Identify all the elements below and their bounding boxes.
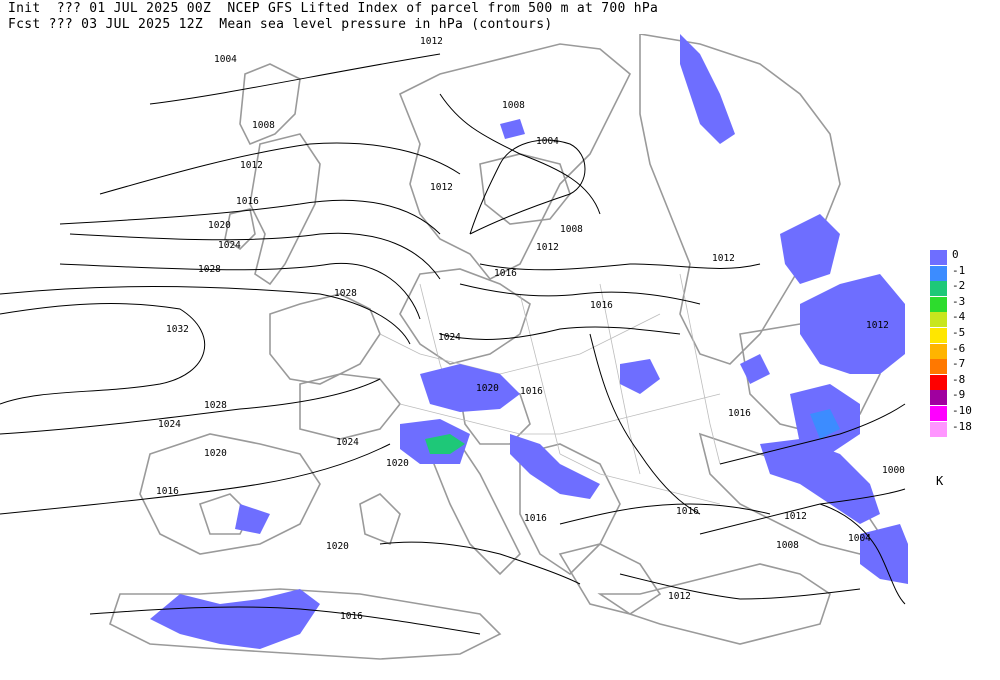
- isobar-label: 1016: [676, 506, 699, 517]
- isobar-label: 1016: [236, 196, 259, 207]
- isobar-label: 1016: [728, 408, 751, 419]
- isobar-label: 1012: [240, 160, 263, 171]
- isobar-label: 1012: [712, 253, 735, 264]
- isobar-label: 1020: [386, 458, 409, 469]
- isobar-label: 1016: [590, 300, 613, 311]
- isobar-label: 1000: [882, 465, 905, 476]
- isobar-label: 1004: [536, 136, 559, 147]
- legend-units: K: [936, 474, 944, 488]
- legend-label: -6: [952, 341, 966, 355]
- lifted-index-shading-green: [425, 434, 465, 454]
- isobar-label: 1020: [208, 220, 231, 231]
- isobar-label: 1024: [218, 240, 241, 251]
- isobar-label: 1004: [848, 533, 871, 544]
- legend-row: -9: [930, 388, 1000, 406]
- isobar-label: 1020: [476, 383, 499, 394]
- isobar-label: 1008: [560, 224, 583, 235]
- isobar-label: 1008: [252, 120, 275, 131]
- isobar-label: 1016: [520, 386, 543, 397]
- legend-row: 0: [930, 248, 1000, 265]
- isobar-label: 1012: [420, 36, 443, 47]
- isobar-label: 1024: [336, 437, 359, 448]
- legend-swatch: [930, 296, 947, 312]
- legend-row: -2: [930, 279, 1000, 297]
- isobar-label: 1012: [430, 182, 453, 193]
- isobar-label: 1028: [334, 288, 357, 299]
- legend-swatch: [930, 359, 947, 375]
- legend-row: -10: [930, 403, 1000, 421]
- weather-map: 1012 1004 1008 1012 1016 1020 1024 1028 …: [0, 34, 908, 660]
- legend-swatch: [930, 250, 947, 265]
- legend-swatch: [930, 390, 947, 406]
- isobars: [0, 53, 906, 635]
- legend-swatch: [930, 265, 947, 281]
- isobar-labels: 1012 1004 1008 1012 1016 1020 1024 1028 …: [156, 36, 905, 622]
- legend-row: -6: [930, 341, 1000, 359]
- title-forecast-line: Fcst ??? 03 JUL 2025 12Z Mean sea level …: [8, 17, 553, 32]
- legend-swatch: [930, 421, 947, 437]
- legend-swatch: [930, 374, 947, 390]
- legend-row: -18: [930, 419, 1000, 437]
- legend-row: -8: [930, 372, 1000, 390]
- legend-row: -3: [930, 294, 1000, 312]
- legend-row: -1: [930, 263, 1000, 281]
- legend-swatch: [930, 281, 947, 297]
- isobar-label: 1016: [340, 611, 363, 622]
- isobar-label: 1020: [326, 541, 349, 552]
- legend-label: -3: [952, 294, 966, 308]
- legend-row: -7: [930, 357, 1000, 375]
- isobar-label: 1004: [214, 54, 237, 65]
- legend-label: -7: [952, 357, 966, 371]
- isobar-label: 1008: [776, 540, 799, 551]
- isobar-label: 1020: [204, 448, 227, 459]
- isobar-label: 1008: [502, 100, 525, 111]
- coastlines: [109, 34, 882, 660]
- isobar-label: 1028: [198, 264, 221, 275]
- isobar-label: 1024: [438, 332, 461, 343]
- isobar-label: 1024: [158, 419, 181, 430]
- isobar-label: 1012: [536, 242, 559, 253]
- legend-row: -4: [930, 310, 1000, 328]
- isobar-label: 1012: [668, 591, 691, 602]
- legend-label: -2: [952, 279, 966, 293]
- legend-swatch: [930, 312, 947, 328]
- isobar-label: 1032: [166, 324, 189, 335]
- legend-swatch: [930, 405, 947, 421]
- isobar-label: 1016: [494, 268, 517, 279]
- isobar-label: 1016: [524, 513, 547, 524]
- isobar-label: 1012: [866, 320, 889, 331]
- legend-row: -5: [930, 325, 1000, 343]
- legend-label: -18: [952, 419, 972, 433]
- legend-label: -9: [952, 388, 966, 402]
- legend-label: -4: [952, 310, 966, 324]
- legend-label: -10: [952, 403, 972, 417]
- isobar-label: 1012: [784, 511, 807, 522]
- legend-swatch: [930, 327, 947, 343]
- legend-label: 0: [952, 248, 959, 261]
- lifted-index-shading-strong: [810, 409, 840, 439]
- legend-swatch: [930, 343, 947, 359]
- isobar-label: 1016: [156, 486, 179, 497]
- legend-label: -8: [952, 372, 966, 386]
- legend-label: -5: [952, 325, 966, 339]
- legend-label: -1: [952, 263, 966, 277]
- title-init-line: Init ??? 01 JUL 2025 00Z NCEP GFS Lifted…: [8, 1, 659, 16]
- color-legend: 0 -1 -2 -3 -4 -5 -6 -7 -8 -9 -10 -18: [930, 248, 1000, 437]
- isobar-label: 1028: [204, 400, 227, 411]
